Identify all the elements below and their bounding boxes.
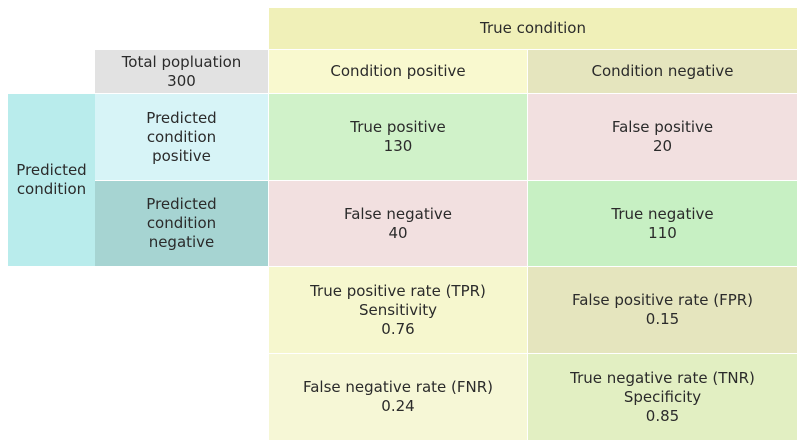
true-negative-value: 110 [648, 223, 677, 242]
condition-positive-header: Condition positive [269, 50, 527, 93]
tnr-label: True negative rate (TNR) [570, 368, 755, 387]
total-population-label: Total popluation [121, 52, 242, 71]
true-negative-label: True negative [611, 204, 714, 223]
fpr-label: False positive rate (FPR) [571, 291, 754, 309]
predicted-negative-line-3: negative [148, 233, 215, 251]
total-population-value: 300 [167, 71, 196, 90]
true-negative-cell: True negative 110 [528, 181, 797, 266]
false-positive-cell: False positive 20 [528, 94, 797, 180]
predicted-negative-line-1: Predicted [146, 195, 217, 213]
false-positive-value: 20 [652, 137, 673, 155]
fnr-value: 0.24 [381, 397, 415, 415]
tpr-value: 0.76 [381, 319, 415, 338]
condition-positive-label: Condition positive [330, 62, 466, 80]
condition-negative-label: Condition negative [591, 62, 734, 80]
predicted-positive-line-3: positive [152, 146, 211, 165]
false-negative-value: 40 [388, 223, 408, 242]
true-positive-rate-cell: True positive rate (TPR) Sensitivity 0.7… [269, 267, 527, 353]
fnr-label: False negative rate (FNR) [302, 378, 493, 396]
true-positive-value: 130 [383, 137, 413, 155]
true-condition-label: True condition [480, 19, 586, 37]
predicted-condition-line-2: condition [16, 180, 87, 198]
false-negative-rate-cell: False negative rate (FNR) 0.24 [269, 354, 527, 440]
predicted-negative-line-2: condition [146, 214, 217, 232]
true-positive-label: True positive [350, 118, 446, 136]
tpr-label: True positive rate (TPR) [310, 281, 486, 300]
false-positive-label: False positive [611, 118, 714, 136]
true-negative-rate-cell: True negative rate (TNR) Specificity 0.8… [528, 354, 797, 440]
predicted-positive-line-2: condition [146, 127, 217, 146]
false-positive-rate-cell: False positive rate (FPR) 0.15 [528, 267, 797, 353]
false-negative-label: False negative [343, 204, 453, 223]
predicted-condition-line-1: Predicted [16, 161, 87, 179]
condition-negative-header: Condition negative [528, 50, 797, 93]
predicted-positive-line-1: Predicted [146, 108, 217, 127]
true-positive-cell: True positive 130 [269, 94, 527, 180]
total-population-cell: Total popluation 300 [95, 50, 268, 93]
false-negative-cell: False negative 40 [269, 181, 527, 266]
predicted-condition-header: Predicted condition [8, 94, 95, 266]
predicted-positive-header: Predicted condition positive [95, 94, 268, 180]
tpr-alt-label: Sensitivity [358, 300, 438, 319]
fpr-value: 0.15 [645, 310, 680, 328]
tnr-value: 0.85 [645, 406, 680, 425]
predicted-negative-header: Predicted condition negative [95, 181, 268, 266]
true-condition-header: True condition [269, 8, 797, 49]
tnr-alt-label: Specificity [623, 387, 702, 406]
